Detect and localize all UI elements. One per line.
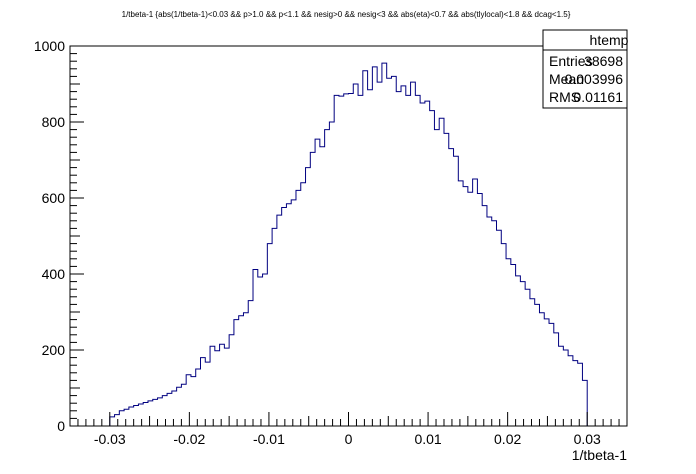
x-tick-label: -0.02 bbox=[173, 431, 205, 447]
x-tick-label: 0.03 bbox=[574, 431, 601, 447]
x-tick-label: 0 bbox=[345, 431, 353, 447]
x-tick-label: -0.03 bbox=[94, 431, 126, 447]
chart-title: 1/tbeta-1 {abs(1/tbeta-1)<0.03 && p>1.0 … bbox=[122, 10, 571, 19]
x-tick-label: 0.01 bbox=[414, 431, 441, 447]
y-tick-label: 1000 bbox=[34, 38, 65, 54]
stats-box: htemp Entries 38698 Mean 0.003996 RMS 0.… bbox=[542, 29, 629, 109]
stats-name: htemp bbox=[590, 32, 629, 48]
stats-label-mean: Mean bbox=[549, 71, 584, 87]
stats-value-entries: 38698 bbox=[584, 53, 623, 69]
stats-label-entries: Entries bbox=[549, 53, 593, 69]
stats-box-frame bbox=[542, 29, 628, 109]
y-tick-label: 0 bbox=[57, 418, 65, 434]
stats-label-rms: RMS bbox=[549, 89, 580, 105]
y-tick-label: 400 bbox=[42, 266, 66, 282]
histogram-line bbox=[109, 62, 588, 426]
y-tick-label: 800 bbox=[42, 114, 66, 130]
x-axis-label: 1/tbeta-1 bbox=[572, 447, 627, 463]
x-tick-label: -0.01 bbox=[253, 431, 285, 447]
histogram-series bbox=[109, 62, 588, 426]
y-axis: 0 200 400 600 800 1000 bbox=[34, 38, 84, 434]
y-tick-label: 200 bbox=[42, 342, 66, 358]
stats-value-mean: 0.003996 bbox=[565, 71, 624, 87]
x-tick-label: 0.02 bbox=[494, 431, 521, 447]
stats-value-rms: 0.01161 bbox=[573, 89, 623, 105]
x-axis: -0.03 -0.02 -0.01 0 0.01 0.02 0.03 bbox=[69, 412, 628, 447]
y-tick-label: 600 bbox=[42, 190, 66, 206]
